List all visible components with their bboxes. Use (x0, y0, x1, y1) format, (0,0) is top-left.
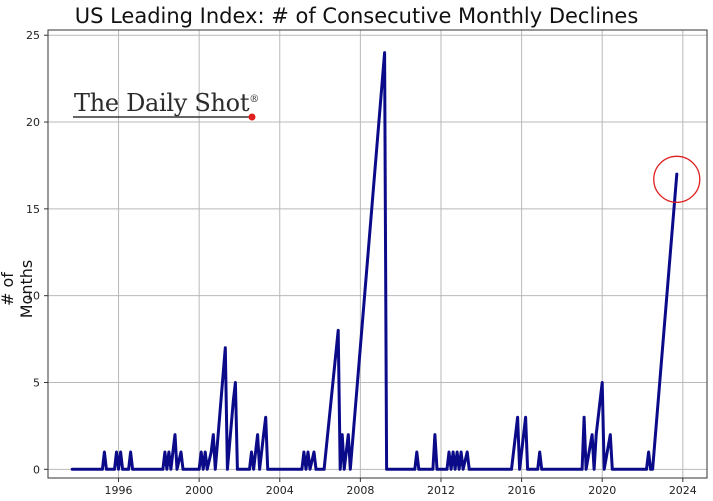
logo-name: The Daily Shot (74, 89, 250, 117)
x-tick-label: 2020 (588, 484, 616, 497)
logo-text: The Daily Shot® (74, 89, 259, 117)
x-tick-label: 2024 (669, 484, 697, 497)
y-tick-label: 5 (33, 376, 40, 389)
x-tick-label: 2000 (185, 484, 213, 497)
axis-ticks: 1996 2000 2004 2008 2012 2016 2020 2024 0 5 10 15 20… (26, 29, 697, 497)
x-tick-label: 1996 (105, 484, 133, 497)
series-layer (70, 51, 679, 471)
y-tick-label: 15 (26, 203, 40, 216)
x-tick-label: 2016 (508, 484, 536, 497)
logo-registered-mark: ® (249, 94, 259, 105)
x-tick-label: 2004 (266, 484, 294, 497)
highlight-circle (653, 155, 701, 203)
logo (73, 113, 256, 121)
x-tick-label: 2008 (346, 484, 374, 497)
chart-title: US Leading Index: # of Consecutive Month… (74, 4, 639, 28)
x-tick-label: 2012 (427, 484, 455, 497)
annotations (653, 155, 701, 203)
series-line (70, 51, 679, 471)
plot-frame (47, 29, 708, 479)
y-tick-label: 20 (26, 116, 40, 129)
logo-dot (248, 113, 256, 121)
y-tick-label: 0 (33, 463, 40, 476)
y-tick-label: 25 (26, 29, 40, 42)
y-tick-label: 10 (26, 290, 40, 303)
